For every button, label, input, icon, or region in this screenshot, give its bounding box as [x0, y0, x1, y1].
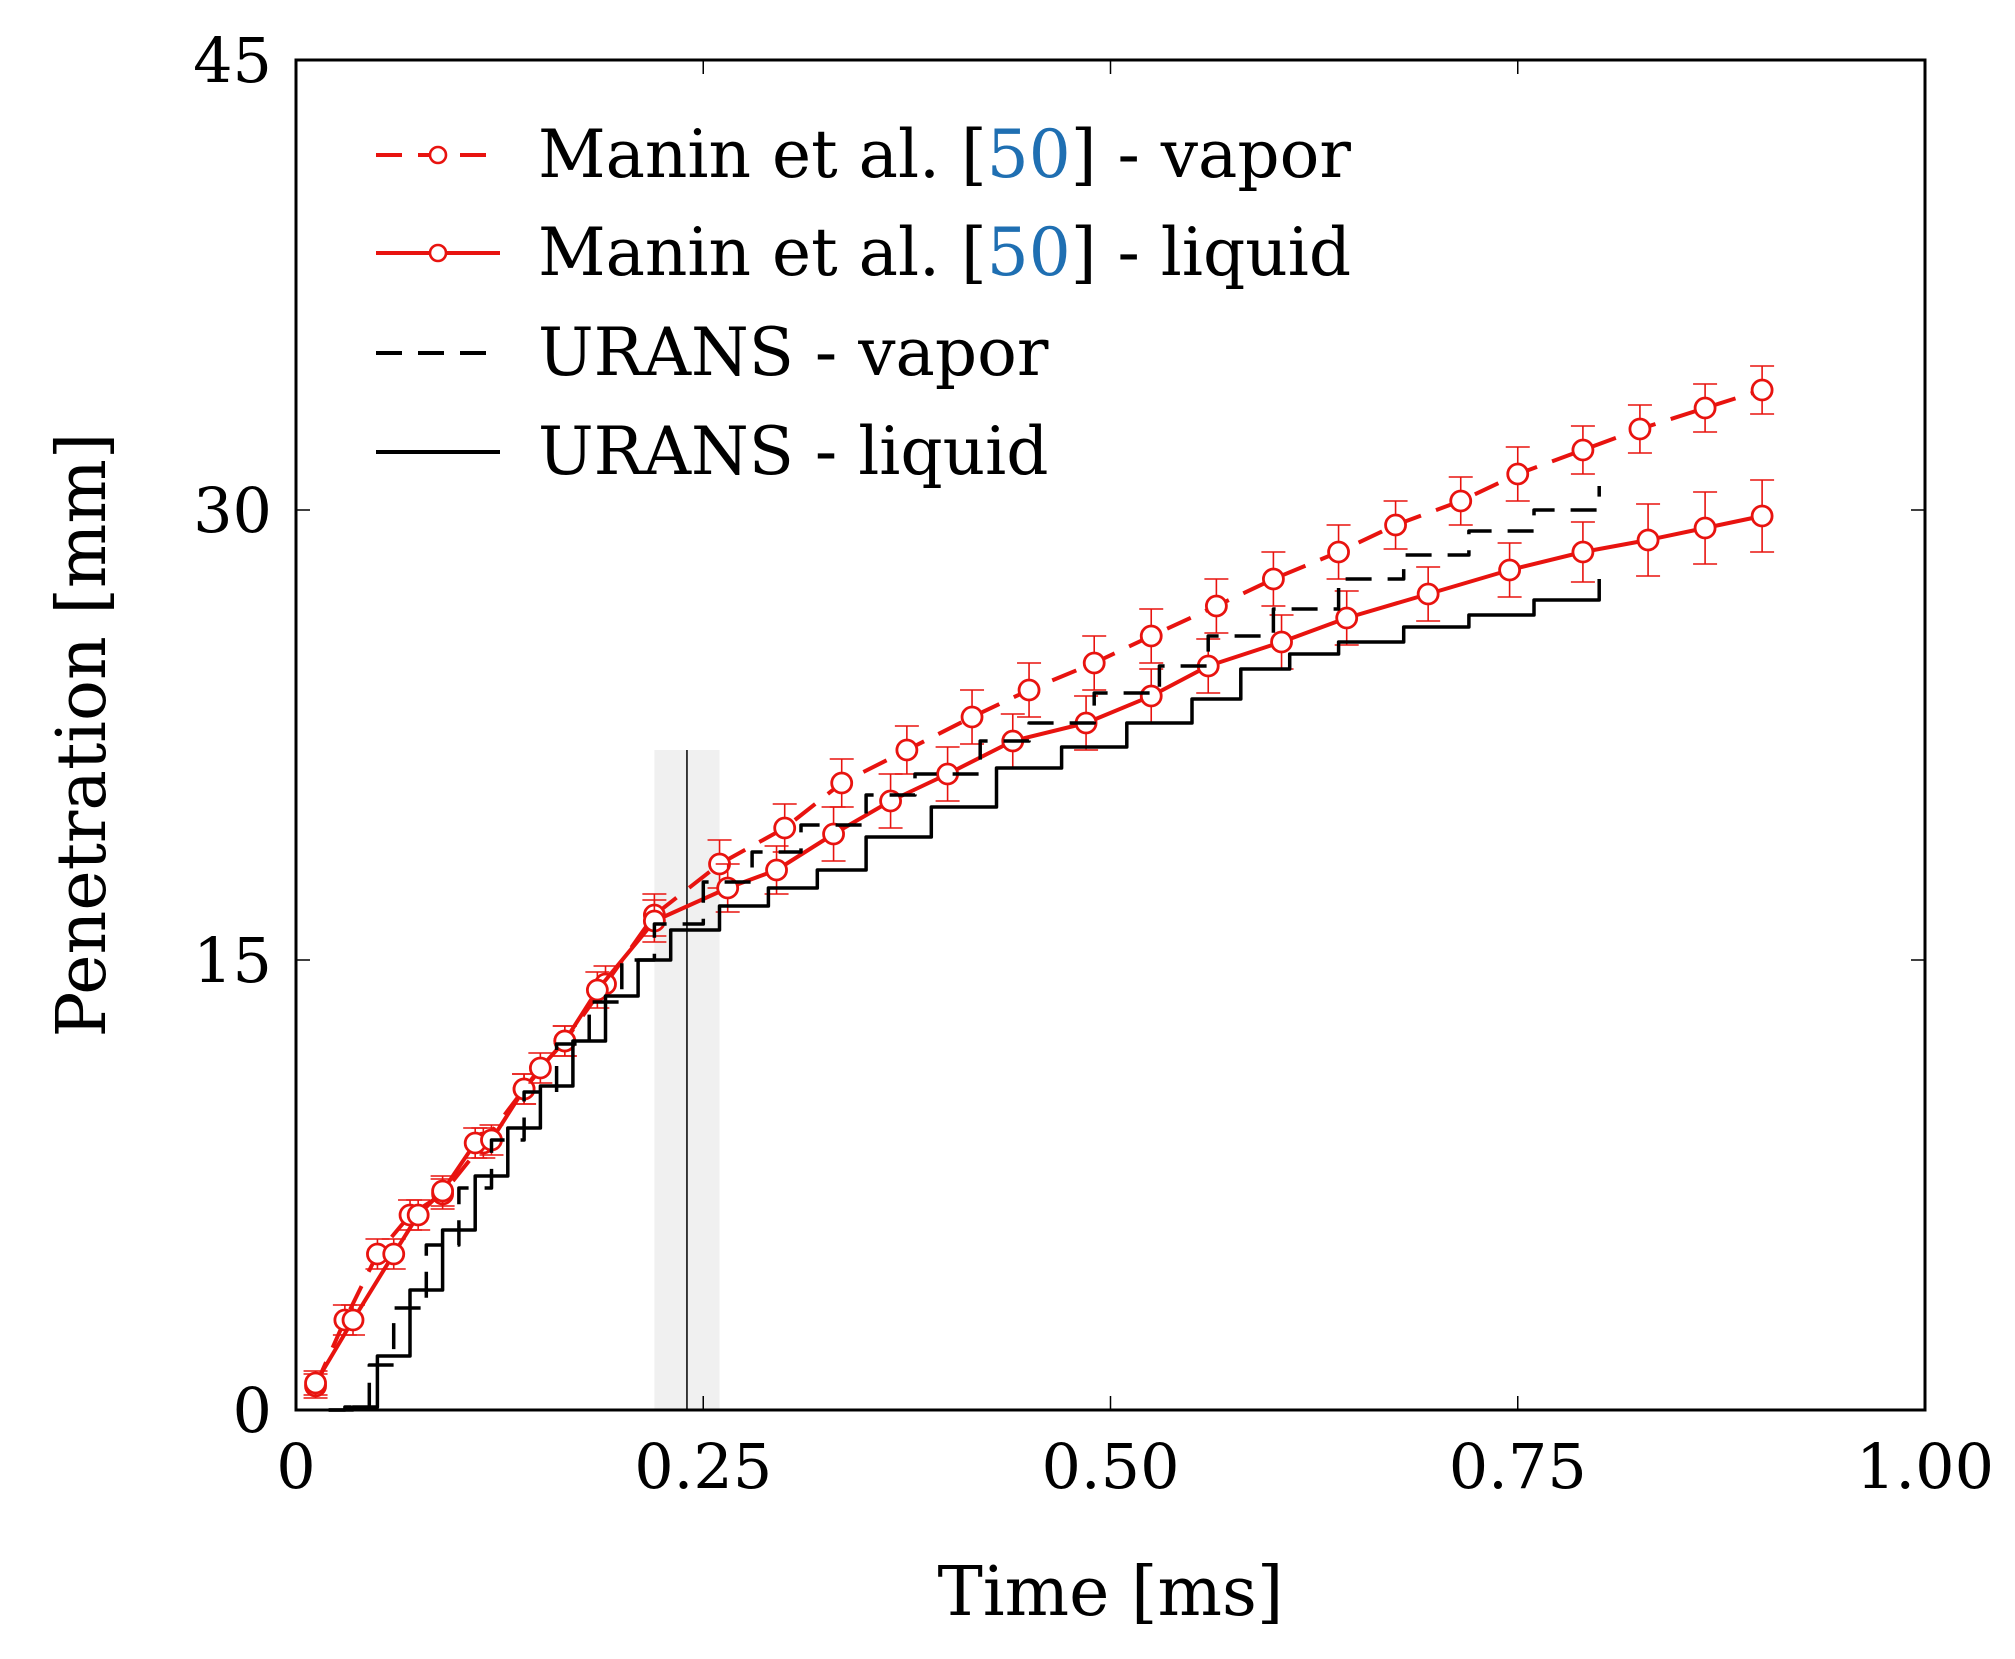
series-urans-vapor [328, 486, 1601, 1412]
series-group [303, 365, 1775, 1412]
legend-label-text: Manin et al. [ [538, 116, 987, 193]
data-point [1262, 567, 1285, 591]
data-point [895, 738, 919, 762]
data-point [822, 822, 845, 846]
data-point [1571, 540, 1595, 564]
legend-label: URANS - vapor [538, 314, 1049, 391]
data-point [1636, 528, 1660, 552]
data-point [1498, 558, 1522, 582]
y-axis-title: Penetration [mm] [43, 433, 122, 1038]
data-point [1017, 678, 1041, 702]
shaded-band-group [654, 750, 720, 1410]
data-point [528, 1056, 552, 1080]
data-point [1384, 513, 1407, 537]
legend-label: URANS - liquid [538, 413, 1049, 490]
legend-label: Manin et al. [50] - liquid [538, 214, 1351, 291]
series-manin-et-al-50-vapor [303, 365, 1775, 1399]
data-point [1416, 582, 1440, 606]
legend-entry: URANS - liquid [376, 413, 1049, 490]
data-point [1139, 684, 1163, 708]
citation-link[interactable]: 50 [987, 214, 1071, 291]
legend-entry: Manin et al. [50] - vapor [376, 116, 1351, 193]
y-tick-label: 45 [193, 24, 272, 97]
series-line [328, 486, 1601, 1412]
data-point [1693, 516, 1717, 540]
data-point [1449, 489, 1473, 513]
data-point [1571, 438, 1595, 462]
legend-marker [428, 243, 448, 263]
data-point [1335, 606, 1359, 630]
tick-group: 0 0.25 0.50 0.75 1.00 0 15 30 45 [193, 24, 1994, 1503]
x-tick-label: 0.75 [1449, 1430, 1587, 1503]
data-point [1628, 417, 1652, 441]
data-point [1139, 624, 1163, 648]
data-point [1750, 504, 1774, 528]
legend-label-text: ] - vapor [1071, 116, 1352, 193]
x-tick-label: 0 [276, 1430, 315, 1503]
data-point [1204, 594, 1228, 618]
legend-label: Manin et al. [50] - vapor [538, 116, 1351, 193]
data-point [960, 705, 984, 729]
data-point [1270, 630, 1293, 654]
data-point [1082, 651, 1106, 675]
data-point [406, 1203, 430, 1227]
legend-marker [428, 145, 448, 165]
data-point [830, 771, 854, 795]
series-line [313, 388, 1763, 1387]
data-point [585, 978, 609, 1002]
x-tick-label: 1.00 [1856, 1430, 1994, 1503]
legend-label-text: ] - liquid [1071, 214, 1351, 291]
x-tick-label: 0.25 [634, 1430, 772, 1503]
x-tick-label: 0.50 [1041, 1430, 1179, 1503]
legend-entry: Manin et al. [50] - liquid [376, 214, 1351, 291]
legend-entry: URANS - vapor [376, 314, 1049, 391]
data-point [431, 1179, 455, 1203]
data-point [765, 858, 788, 882]
data-point [382, 1242, 406, 1266]
x-axis-title: Time [ms] [938, 1553, 1284, 1632]
data-point [1693, 396, 1717, 420]
data-point [341, 1308, 365, 1332]
data-point [773, 816, 797, 840]
legend-label-text: Manin et al. [ [538, 214, 987, 291]
series-manin-et-al-50-liquid [303, 479, 1775, 1396]
data-point [1506, 462, 1530, 486]
data-point [1327, 540, 1350, 564]
y-tick-label: 30 [193, 474, 272, 547]
data-point [304, 1371, 327, 1395]
y-tick-label: 0 [233, 1374, 272, 1447]
citation-link[interactable]: 50 [987, 116, 1071, 193]
series-urans-liquid [328, 579, 1601, 1412]
data-point [1750, 378, 1774, 402]
series-line [328, 579, 1601, 1412]
series-line [313, 514, 1763, 1385]
y-tick-label: 15 [193, 924, 272, 997]
